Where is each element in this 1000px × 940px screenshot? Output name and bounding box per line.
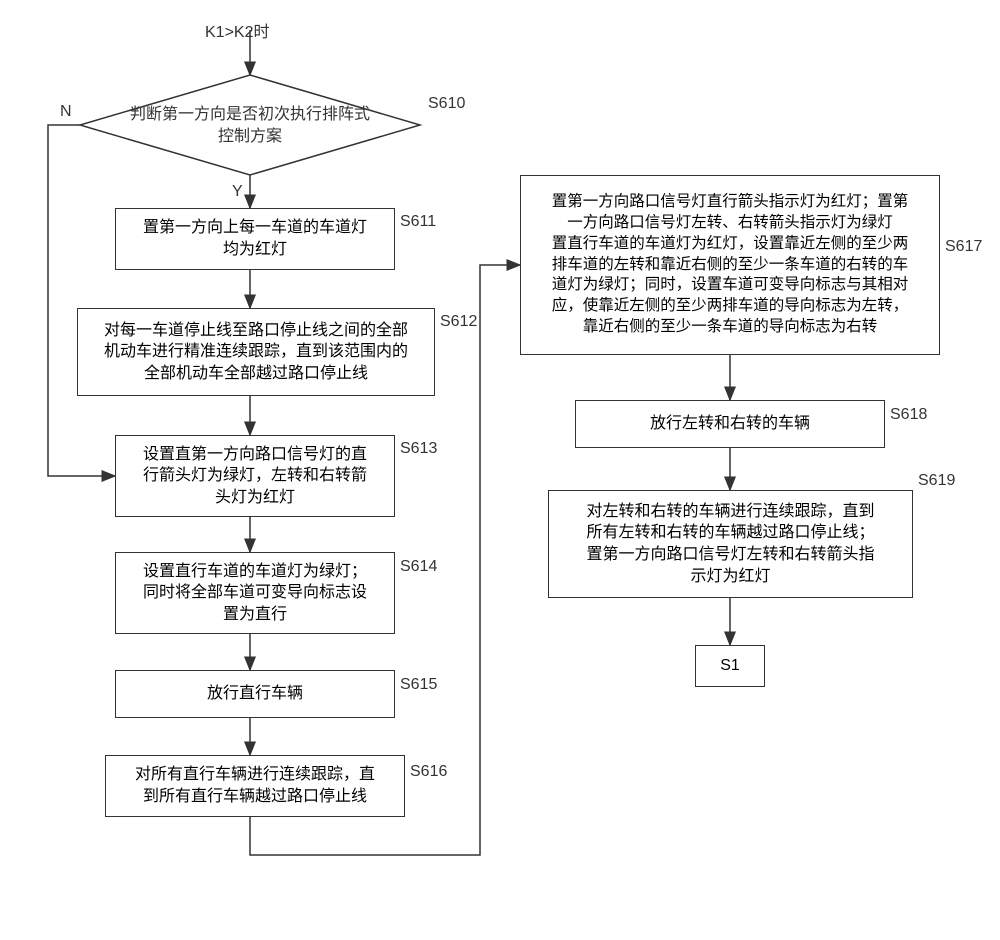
label-s618: S618 <box>890 406 927 424</box>
node-s619: 对左转和右转的车辆进行连续跟踪，直到所有左转和右转的车辆越过路口停止线；置第一方… <box>548 490 913 598</box>
label-s615: S615 <box>400 676 437 694</box>
node-s1: S1 <box>695 645 765 687</box>
node-s613: 设置直第一方向路口信号灯的直行箭头灯为绿灯，左转和右转箭头灯为红灯 <box>115 435 395 517</box>
node-s611: 置第一方向上每一车道的车道灯均为红灯 <box>115 208 395 270</box>
label-s617: S617 <box>945 238 982 256</box>
label-s610: S610 <box>428 95 465 113</box>
text-s618: 放行左转和右转的车辆 <box>650 413 810 435</box>
text-s619: 对左转和右转的车辆进行连续跟踪，直到所有左转和右转的车辆越过路口停止线；置第一方… <box>586 501 874 587</box>
node-s616: 对所有直行车辆进行连续跟踪，直到所有直行车辆越过路口停止线 <box>105 755 405 817</box>
text-s613: 设置直第一方向路口信号灯的直行箭头灯为绿灯，左转和右转箭头灯为红灯 <box>143 444 367 509</box>
text-s612: 对每一车道停止线至路口停止线之间的全部机动车进行精准连续跟踪，直到该范围内的全部… <box>104 320 408 385</box>
label-s614: S614 <box>400 558 437 576</box>
text-s610: 判断第一方向是否初次执行排阵式控制方案 <box>115 104 385 147</box>
node-s614: 设置直行车道的车道灯为绿灯；同时将全部车道可变导向标志设置为直行 <box>115 552 395 634</box>
node-s618: 放行左转和右转的车辆 <box>575 400 885 448</box>
label-s613: S613 <box>400 440 437 458</box>
label-s612: S612 <box>440 313 477 331</box>
label-start: K1>K2时 <box>205 18 270 42</box>
text-s617: 置第一方向路口信号灯直行箭头指示灯为红灯；置第一方向路口信号灯左转、右转箭头指示… <box>552 192 909 338</box>
text-s616: 对所有直行车辆进行连续跟踪，直到所有直行车辆越过路口停止线 <box>135 764 375 807</box>
text-s614: 设置直行车道的车道灯为绿灯；同时将全部车道可变导向标志设置为直行 <box>143 561 367 626</box>
label-s611: S611 <box>400 213 436 231</box>
node-s612: 对每一车道停止线至路口停止线之间的全部机动车进行精准连续跟踪，直到该范围内的全部… <box>77 308 435 396</box>
text-s611: 置第一方向上每一车道的车道灯均为红灯 <box>143 217 367 260</box>
label-y: Y <box>232 183 243 201</box>
text-s615: 放行直行车辆 <box>207 683 303 705</box>
label-s619: S619 <box>918 472 955 490</box>
label-s616: S616 <box>410 763 447 781</box>
label-n: N <box>60 103 72 121</box>
text-s1: S1 <box>720 655 740 677</box>
node-s615: 放行直行车辆 <box>115 670 395 718</box>
node-s617: 置第一方向路口信号灯直行箭头指示灯为红灯；置第一方向路口信号灯左转、右转箭头指示… <box>520 175 940 355</box>
